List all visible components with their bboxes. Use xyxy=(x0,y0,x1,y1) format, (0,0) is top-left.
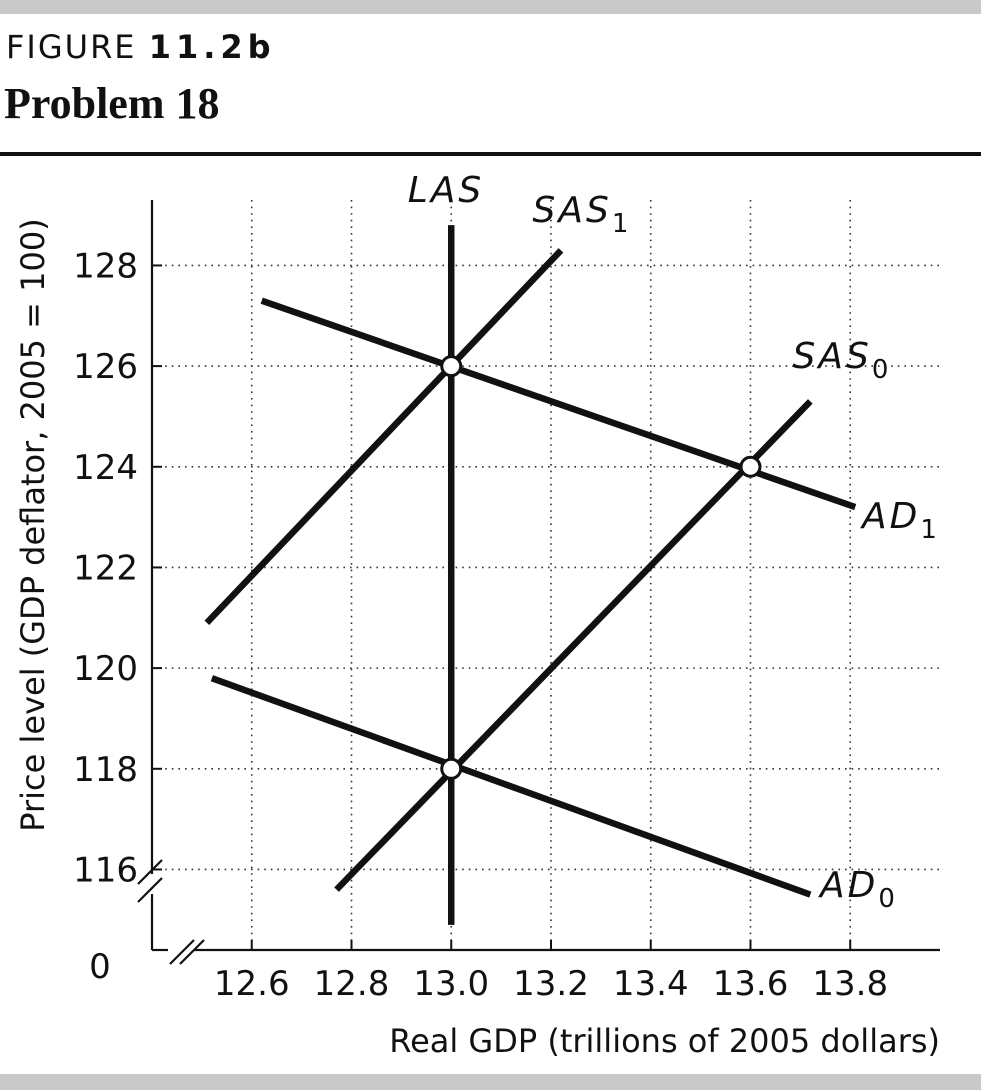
curve-label-sas1: SAS1 xyxy=(533,190,632,239)
curve-label-las: LAS xyxy=(408,170,485,211)
x-tick-label: 13.8 xyxy=(812,964,888,1004)
y-tick-label: 124 xyxy=(73,448,138,488)
label-layer: 12.6 12.8 13.0 13.2 13.4 13.6 13.8 116 118 120 122… xyxy=(14,170,940,1060)
x-axis-label: Real GDP (trillions of 2005 dollars) xyxy=(389,1022,940,1060)
figure-number: 11.2b xyxy=(148,28,276,66)
y-axis-break-mark xyxy=(137,877,163,903)
bottom-band xyxy=(0,1074,981,1090)
x-tick-label: 13.0 xyxy=(413,964,489,1004)
y-tick-label: 120 xyxy=(73,649,138,689)
curve-sas0 xyxy=(334,399,813,892)
x-tick-label: 13.4 xyxy=(613,964,689,1004)
x-tick-label: 13.6 xyxy=(713,964,789,1004)
grid-layer xyxy=(152,200,940,950)
curve-label-sas0: SAS0 xyxy=(793,336,892,385)
curve-label-ad0: AD0 xyxy=(818,865,898,914)
origin-label: 0 xyxy=(89,947,111,987)
figure-label: FIGURE 11.2b xyxy=(6,28,276,66)
curve-label-ad1: AD1 xyxy=(860,496,940,545)
figure-label-prefix: FIGURE xyxy=(6,28,137,66)
top-band xyxy=(0,0,981,14)
y-tick-label: 126 xyxy=(73,347,138,387)
point-layer xyxy=(440,355,762,780)
axis-layer xyxy=(137,200,940,965)
x-axis-break-mark xyxy=(179,939,205,965)
series-layer xyxy=(204,225,857,925)
y-tick-label: 118 xyxy=(73,750,138,790)
x-tick-label: 13.2 xyxy=(513,964,589,1004)
equilibrium-point xyxy=(739,455,762,478)
curve-sas1 xyxy=(204,248,564,626)
equilibrium-point xyxy=(440,757,463,780)
y-axis-label: Price level (GDP deflator, 2005 = 100) xyxy=(14,218,52,831)
y-tick-label: 128 xyxy=(73,246,138,286)
x-tick-label: 12.8 xyxy=(314,964,390,1004)
y-axis-break-mark xyxy=(137,859,163,885)
y-tick-label: 122 xyxy=(73,548,138,588)
x-axis-break-mark xyxy=(169,939,195,965)
figure-title: Problem 18 xyxy=(4,79,220,128)
y-tick-label: 116 xyxy=(73,850,138,890)
x-tick-label: 12.6 xyxy=(214,964,290,1004)
curve-ad0 xyxy=(210,675,812,898)
title-rule xyxy=(0,152,981,156)
equilibrium-point xyxy=(440,355,463,378)
